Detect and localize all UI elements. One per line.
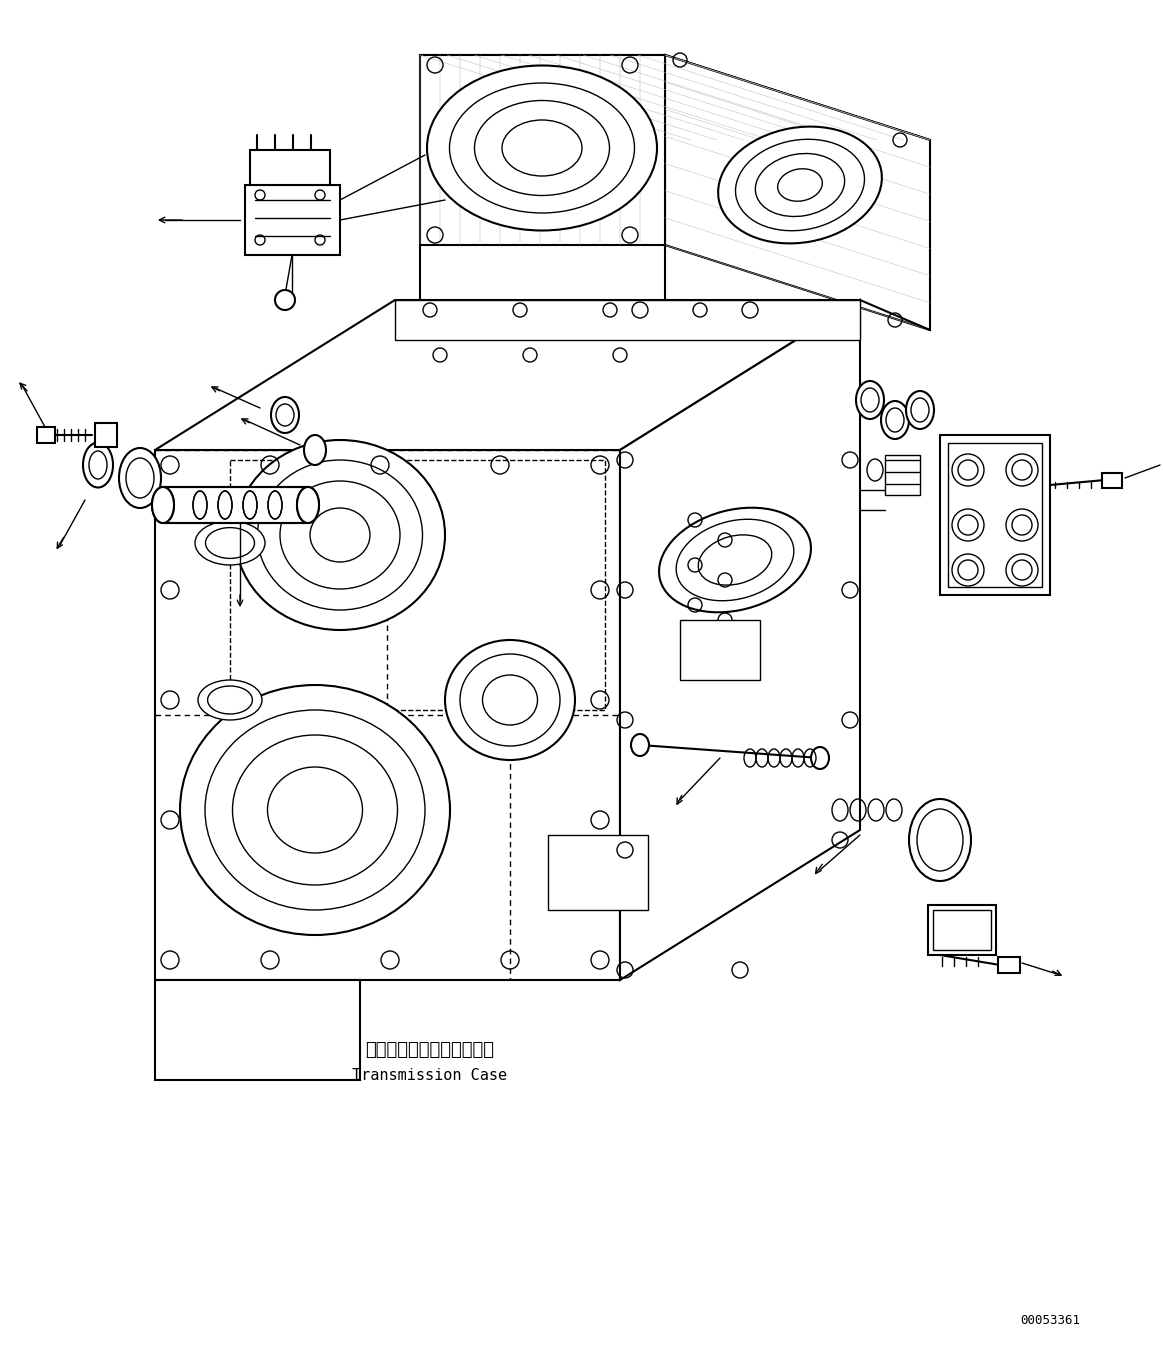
Ellipse shape bbox=[718, 127, 882, 243]
Ellipse shape bbox=[126, 458, 154, 498]
Ellipse shape bbox=[698, 535, 772, 585]
Text: Transmission Case: Transmission Case bbox=[352, 1068, 507, 1083]
Ellipse shape bbox=[811, 748, 829, 769]
Polygon shape bbox=[620, 300, 859, 980]
Bar bbox=[95, 423, 117, 448]
Ellipse shape bbox=[911, 397, 929, 422]
Bar bbox=[885, 456, 920, 495]
Ellipse shape bbox=[205, 710, 424, 910]
Ellipse shape bbox=[198, 680, 262, 721]
Ellipse shape bbox=[297, 487, 319, 523]
Circle shape bbox=[274, 289, 295, 310]
Text: トランスミッションケース: トランスミッションケース bbox=[365, 1041, 494, 1059]
Ellipse shape bbox=[217, 491, 231, 519]
Bar bbox=[245, 185, 340, 256]
Ellipse shape bbox=[311, 508, 370, 562]
Ellipse shape bbox=[180, 685, 450, 936]
Ellipse shape bbox=[632, 734, 649, 756]
Polygon shape bbox=[155, 450, 620, 980]
Ellipse shape bbox=[461, 654, 561, 746]
Bar bbox=[933, 910, 991, 950]
Ellipse shape bbox=[916, 808, 963, 871]
Ellipse shape bbox=[267, 491, 281, 519]
Ellipse shape bbox=[280, 481, 400, 589]
Ellipse shape bbox=[206, 527, 255, 558]
Bar bbox=[548, 836, 648, 910]
Ellipse shape bbox=[235, 439, 445, 630]
Bar bbox=[163, 487, 308, 523]
Bar bbox=[940, 435, 1050, 595]
Ellipse shape bbox=[152, 487, 174, 523]
Ellipse shape bbox=[297, 487, 319, 523]
Ellipse shape bbox=[735, 139, 864, 231]
Bar bbox=[928, 904, 996, 955]
Ellipse shape bbox=[483, 675, 537, 725]
Ellipse shape bbox=[445, 639, 575, 760]
Bar bbox=[37, 427, 55, 443]
Ellipse shape bbox=[83, 442, 113, 488]
Bar bbox=[998, 957, 1020, 973]
Ellipse shape bbox=[193, 491, 207, 519]
Ellipse shape bbox=[152, 487, 174, 523]
Polygon shape bbox=[420, 55, 665, 245]
Ellipse shape bbox=[882, 402, 909, 439]
Bar bbox=[680, 621, 759, 680]
Ellipse shape bbox=[861, 388, 879, 412]
Ellipse shape bbox=[233, 735, 398, 886]
Ellipse shape bbox=[856, 381, 884, 419]
Ellipse shape bbox=[90, 452, 107, 479]
Bar bbox=[250, 150, 330, 185]
Ellipse shape bbox=[755, 154, 844, 216]
Ellipse shape bbox=[208, 685, 252, 714]
Bar bbox=[230, 460, 605, 710]
Ellipse shape bbox=[195, 521, 265, 565]
Ellipse shape bbox=[886, 408, 904, 433]
Ellipse shape bbox=[427, 65, 657, 230]
Ellipse shape bbox=[909, 799, 971, 882]
Ellipse shape bbox=[257, 460, 422, 610]
Ellipse shape bbox=[906, 391, 934, 429]
Polygon shape bbox=[155, 300, 859, 450]
Ellipse shape bbox=[304, 435, 326, 465]
Ellipse shape bbox=[267, 767, 363, 853]
Ellipse shape bbox=[475, 100, 609, 196]
Ellipse shape bbox=[276, 404, 294, 426]
Ellipse shape bbox=[243, 491, 257, 519]
Ellipse shape bbox=[450, 82, 635, 214]
Ellipse shape bbox=[676, 519, 794, 600]
Polygon shape bbox=[395, 300, 859, 339]
Ellipse shape bbox=[502, 120, 582, 176]
Bar bbox=[948, 443, 1042, 587]
Ellipse shape bbox=[119, 448, 160, 508]
Polygon shape bbox=[665, 55, 930, 330]
Text: 00053361: 00053361 bbox=[1020, 1314, 1080, 1326]
Ellipse shape bbox=[778, 169, 822, 201]
Ellipse shape bbox=[271, 397, 299, 433]
Ellipse shape bbox=[659, 508, 811, 612]
Bar bbox=[1103, 473, 1122, 488]
Polygon shape bbox=[420, 55, 930, 141]
Polygon shape bbox=[155, 980, 361, 1080]
